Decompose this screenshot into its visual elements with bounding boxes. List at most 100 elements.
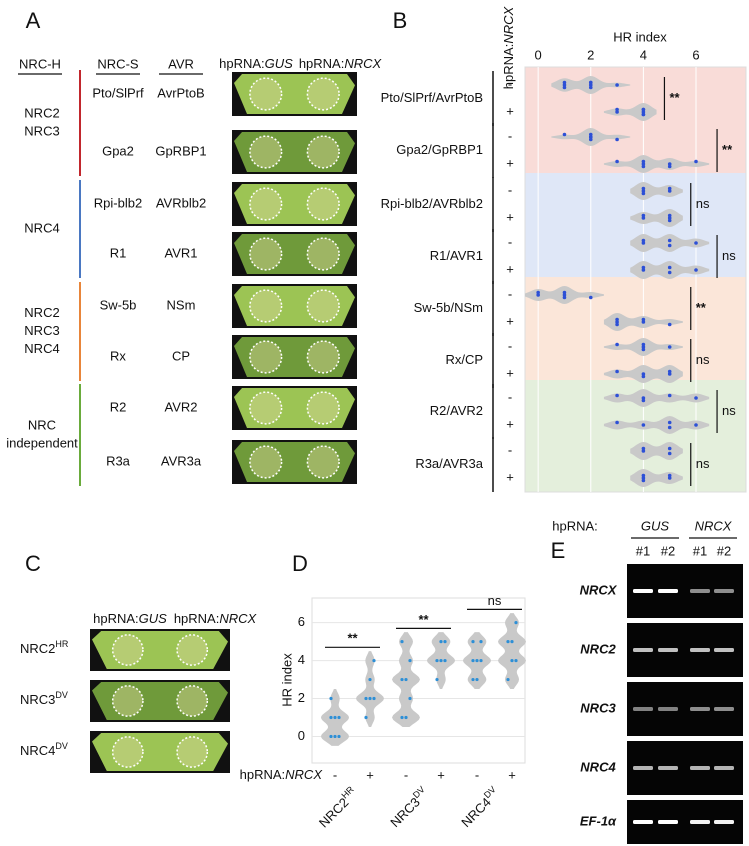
data-point bbox=[667, 425, 672, 430]
significance-label: ** bbox=[696, 300, 707, 315]
data-point bbox=[641, 107, 646, 112]
data-point bbox=[615, 320, 619, 324]
nrc-s-label: R3a bbox=[106, 453, 131, 468]
data-point bbox=[615, 322, 619, 327]
column-header: hpRNA:NRCX bbox=[174, 611, 258, 626]
leaf bbox=[234, 132, 355, 172]
data-point bbox=[641, 396, 646, 400]
leaf bbox=[234, 184, 355, 224]
data-point bbox=[641, 347, 646, 352]
data-point bbox=[372, 658, 376, 663]
condition-label: - bbox=[508, 182, 512, 197]
data-point bbox=[615, 317, 619, 322]
leaf bbox=[234, 388, 355, 428]
leaf bbox=[234, 234, 355, 274]
data-point bbox=[641, 423, 646, 427]
avr-label: AvrPtoB bbox=[157, 85, 204, 100]
column-header: hpRNA:GUS bbox=[219, 56, 293, 71]
gene-name: GUS bbox=[265, 56, 294, 71]
data-point bbox=[435, 677, 439, 682]
label-base: NRC4 bbox=[20, 743, 55, 758]
avr-label: CP bbox=[172, 348, 190, 363]
condition-label: - bbox=[508, 442, 512, 457]
violin bbox=[630, 261, 710, 279]
group-label: NRC4DV bbox=[457, 784, 503, 830]
condition-label: - bbox=[508, 389, 512, 404]
data-point bbox=[408, 696, 412, 701]
significance-label: ** bbox=[347, 631, 358, 646]
column-header: NRC-S bbox=[97, 56, 138, 71]
gel-band bbox=[633, 820, 653, 824]
column-header: hpRNA:GUS bbox=[93, 611, 167, 626]
gene-name: NRCX bbox=[501, 5, 516, 43]
data-point bbox=[562, 83, 567, 87]
violin bbox=[603, 103, 657, 121]
data-point bbox=[667, 476, 672, 480]
data-point bbox=[694, 423, 698, 427]
panel-label: A bbox=[26, 8, 41, 33]
gene-label: NRCX bbox=[580, 582, 618, 597]
x-tick-label: 6 bbox=[692, 47, 699, 62]
x-tick-label: 2 bbox=[587, 47, 594, 62]
condition-label: + bbox=[506, 155, 514, 170]
gene-name: NRCX bbox=[219, 611, 257, 626]
condition-label: - bbox=[404, 767, 408, 782]
gel-band bbox=[690, 648, 710, 652]
text-prefix: hpRNA: bbox=[174, 611, 220, 626]
data-point bbox=[641, 398, 646, 403]
data-point bbox=[329, 696, 333, 701]
condition-label: + bbox=[506, 365, 514, 380]
gel-band bbox=[658, 648, 678, 652]
avr-label: AVR1 bbox=[165, 245, 198, 260]
row-label: NRC4DV bbox=[20, 741, 68, 758]
data-point bbox=[443, 658, 447, 663]
label-base: NRC3 bbox=[20, 692, 55, 707]
infiltration-spot bbox=[111, 685, 144, 717]
label-sup: HR bbox=[55, 639, 68, 649]
significance-label: ns bbox=[722, 403, 736, 418]
data-point bbox=[641, 268, 646, 272]
nrc-s-label: Pto/SlPrf bbox=[92, 85, 144, 100]
data-point bbox=[588, 85, 593, 90]
significance-label: ** bbox=[418, 612, 429, 627]
leaf bbox=[234, 286, 355, 326]
data-point bbox=[667, 270, 672, 275]
data-point bbox=[694, 241, 698, 245]
data-point bbox=[615, 342, 619, 347]
label-sup: DV bbox=[55, 741, 68, 751]
data-point bbox=[475, 677, 479, 682]
data-point bbox=[667, 369, 672, 374]
row-label: NRC2HR bbox=[20, 639, 69, 656]
row-label: Rx/CP bbox=[445, 352, 483, 367]
row-prefix: hpRNA: bbox=[552, 518, 598, 533]
row-label: Pto/SlPrf/AvrPtoB bbox=[381, 90, 483, 105]
violin bbox=[630, 182, 683, 200]
data-point bbox=[536, 290, 540, 295]
condition-label: + bbox=[506, 416, 514, 431]
panel-label: C bbox=[25, 551, 41, 576]
data-point bbox=[641, 372, 646, 376]
infiltration-spot bbox=[249, 391, 283, 425]
row-label: R2/AVR2 bbox=[430, 403, 483, 418]
gel-band bbox=[658, 766, 678, 770]
significance-label: ** bbox=[669, 90, 680, 105]
data-point bbox=[588, 83, 593, 87]
lane-label: #2 bbox=[717, 543, 731, 558]
leaf bbox=[234, 442, 355, 482]
column-header: hpRNA:NRCX bbox=[299, 56, 383, 71]
treatment-label: NRCX bbox=[695, 518, 733, 533]
condition-label: - bbox=[508, 338, 512, 353]
leaf bbox=[234, 337, 355, 377]
row-label: Rpi-blb2/AVRblb2 bbox=[381, 196, 483, 211]
data-point bbox=[641, 320, 646, 324]
nrc-h-label: NRC bbox=[28, 417, 56, 432]
data-point bbox=[641, 478, 646, 483]
data-point bbox=[667, 393, 672, 398]
y-tick-label: 6 bbox=[298, 614, 305, 629]
infiltration-spot bbox=[176, 736, 209, 768]
gene-label: EF-1α bbox=[580, 813, 617, 828]
avr-label: AVRblb2 bbox=[156, 195, 206, 210]
data-point bbox=[333, 734, 337, 739]
gel-band bbox=[633, 648, 653, 652]
condition-label: + bbox=[508, 767, 516, 782]
